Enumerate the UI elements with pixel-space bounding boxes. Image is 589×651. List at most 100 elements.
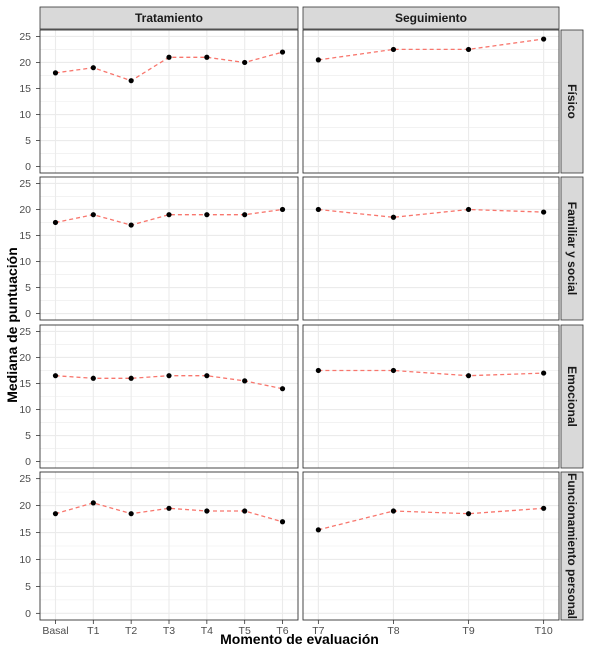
data-point-t2: [128, 375, 134, 381]
x-tick-label-t4: T4: [201, 625, 213, 637]
y-tick-label: 15: [19, 378, 31, 390]
data-point-t10: [541, 505, 547, 511]
y-tick-label: 5: [25, 282, 31, 294]
y-tick-label: 15: [19, 527, 31, 539]
data-point-t3: [166, 505, 172, 511]
strip-label-tratamiento: Tratamiento: [135, 11, 203, 25]
y-tick-label: 15: [19, 230, 31, 242]
data-point-t2: [128, 78, 134, 84]
data-point-t2: [128, 222, 134, 228]
y-tick-label: 20: [19, 57, 31, 69]
y-tick-label: 5: [25, 430, 31, 442]
data-point-t1: [90, 212, 96, 218]
data-point-t8: [390, 214, 397, 220]
y-axis-title: Mediana de puntuación: [4, 247, 20, 403]
y-tick-label: 25: [19, 31, 31, 43]
panel-fisico-tratamiento: [39, 29, 299, 174]
data-point-t4: [204, 508, 210, 514]
panel-funcionamiento-personal-seguimiento: [302, 471, 560, 621]
data-point-t1: [90, 375, 96, 381]
y-tick-label: 25: [19, 178, 31, 190]
strip-label-familiar-y-social: Familiar y social: [565, 202, 579, 295]
y-tick-label: 0: [25, 456, 31, 468]
y-tick-label: 10: [19, 109, 31, 121]
data-point-t7: [315, 206, 321, 213]
data-point-t9: [465, 46, 472, 53]
y-tick-label: 10: [19, 404, 31, 416]
data-point-t8: [390, 508, 397, 514]
x-tick-label-t9: T9: [462, 625, 474, 637]
panel-familiar-y-social-tratamiento: [39, 176, 299, 321]
data-point-t2: [128, 511, 134, 517]
panel-border: [302, 176, 560, 321]
panel-border: [302, 324, 560, 469]
data-point-t7: [315, 367, 321, 374]
strip-fisico: [560, 29, 584, 174]
series-line: [318, 38, 544, 61]
panel-border: [39, 176, 299, 321]
panel-border: [39, 324, 299, 469]
x-tick-label-t7: T7: [312, 625, 324, 637]
series-line: [318, 507, 544, 531]
y-tick-label: 10: [19, 256, 31, 268]
y-tick-label: 5: [25, 135, 31, 147]
data-point-t10: [541, 370, 547, 376]
data-point-t3: [166, 212, 172, 218]
data-point-t7: [315, 57, 321, 63]
x-axis-title: Momento de evaluación: [220, 631, 379, 647]
panel-border: [302, 471, 560, 621]
strip-tratamiento: [39, 6, 299, 30]
data-point-basal: [52, 373, 59, 379]
panels: [39, 29, 560, 621]
y-tick-label: 25: [19, 326, 31, 338]
data-point-t10: [541, 36, 547, 42]
y-tick-label: 10: [19, 554, 31, 566]
y-tick-label: 20: [19, 500, 31, 512]
panel-familiar-y-social-seguimiento: [302, 176, 560, 321]
data-point-basal: [52, 511, 59, 517]
y-tick-label: 5: [25, 581, 31, 593]
x-tick-label-t1: T1: [87, 625, 99, 637]
data-point-t4: [204, 212, 210, 218]
strip-label-funcionamiento-personal: Funcionamiento personal: [565, 473, 579, 619]
x-axis-ticks: Basal T1 T2 T3 T4 T5 T6 T7 T8 T9 T10: [42, 620, 553, 637]
strip-label-seguimiento: Seguimiento: [395, 11, 467, 25]
x-tick-label-basal: Basal: [42, 625, 68, 637]
row-strips: Físico Familiar y social Emocional Funciona…: [560, 29, 584, 621]
data-point-t6: [279, 49, 286, 55]
data-point-t4: [204, 54, 210, 60]
x-tick-label-t6: T6: [276, 625, 288, 637]
strip-emocional: [560, 324, 584, 469]
data-point-t6: [279, 519, 286, 525]
y-tick-label: 20: [19, 204, 31, 216]
data-point-basal: [52, 70, 59, 76]
y-tick-label: 0: [25, 608, 31, 620]
data-point-t1: [90, 65, 96, 71]
data-point-t5: [242, 212, 248, 218]
panel-border: [302, 29, 560, 174]
panel-emocional-seguimiento: [302, 324, 560, 469]
strip-seguimiento: [302, 6, 560, 30]
y-axis-ticks: 0 5 10 15 20 25 0 5 10 15 20 25 0 5 10 15 20 25 0 5 10 15 20 25: [19, 31, 40, 620]
strip-familiar-y-social: [560, 176, 584, 321]
x-tick-label-t10: T10: [535, 625, 553, 637]
strip-funcionamiento-personal: [560, 471, 584, 621]
series-line: [318, 369, 544, 377]
data-point-t5: [242, 378, 248, 384]
data-point-t8: [390, 367, 397, 374]
y-tick-label: 15: [19, 83, 31, 95]
panel-emocional-tratamiento: [39, 324, 299, 469]
data-point-t1: [90, 500, 96, 506]
data-point-t3: [166, 373, 172, 379]
y-tick-label: 20: [19, 352, 31, 364]
data-point-t6: [279, 206, 286, 213]
strip-label-emocional: Emocional: [565, 366, 579, 427]
panel-border: [39, 29, 299, 174]
data-point-t5: [242, 59, 248, 66]
x-tick-label-t3: T3: [163, 625, 175, 637]
data-point-t10: [541, 209, 547, 215]
x-tick-label-t8: T8: [387, 625, 399, 637]
data-point-t8: [390, 46, 397, 53]
column-strips: Tratamiento Seguimiento: [39, 6, 560, 30]
